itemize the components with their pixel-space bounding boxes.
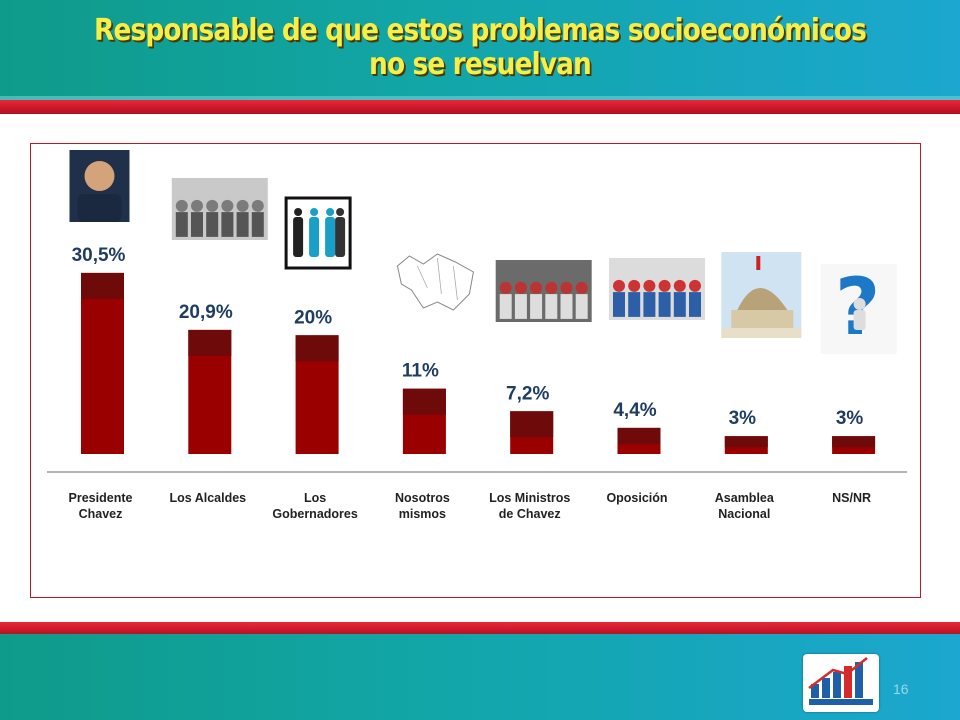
- bar-top-4: [402, 388, 446, 415]
- header-highlight: [0, 96, 960, 101]
- tick-label-1-line-2: Chavez: [79, 507, 123, 521]
- page-number: 16: [893, 681, 909, 697]
- category-image-people-silhouettes-icon: [284, 196, 352, 270]
- category-image-capitol-dome-photo: [721, 252, 802, 338]
- tick-label-2: Los Alcaldes: [169, 491, 246, 505]
- header-stripe: [0, 100, 960, 114]
- data-label-1: 30,5%: [72, 245, 126, 266]
- bar-top-1: [81, 272, 124, 299]
- chart-frame: 30,5% Presidente Chavez 20,9% Los Alcaldes 20…: [30, 143, 921, 598]
- tick-label-4-line-2: mismos: [399, 507, 446, 521]
- tick-label-8: NS/NR: [832, 491, 871, 505]
- bar-1: [81, 272, 124, 454]
- bar-chart: 30,5% Presidente Chavez 20,9% Los Alcaldes 20…: [47, 150, 907, 521]
- bar-top-3: [295, 335, 339, 362]
- tick-label-1-line-1: Presidente: [69, 491, 133, 505]
- category-image-cabinet-meeting-photo: [495, 260, 592, 322]
- header-band: [0, 0, 960, 104]
- bar-top-5: [510, 411, 554, 438]
- tick-label-6: Oposición: [606, 491, 667, 505]
- data-label-6: 4,4%: [613, 400, 656, 421]
- data-label-7: 3%: [729, 408, 757, 429]
- data-label-8: 3%: [836, 408, 864, 429]
- data-label-3: 20%: [294, 307, 332, 328]
- footer-stripe: [0, 622, 960, 636]
- title-line-1: Responsable de que estos problemas socio…: [94, 13, 867, 48]
- slide-title: Responsable de que estos problemas socio…: [75, 14, 885, 82]
- category-image-question-mark-figure-icon: ?: [820, 263, 897, 354]
- logo-graphic-icon: [808, 657, 873, 705]
- data-label-5: 7,2%: [506, 383, 549, 404]
- tick-label-5-line-2: de Chavez: [499, 507, 561, 521]
- bar-top-7: [724, 436, 768, 448]
- category-image-venezuela-map-outline: [396, 253, 474, 311]
- tick-label-5-line-1: Los Ministros: [489, 491, 570, 505]
- tick-label-3-line-1: Los: [304, 491, 326, 505]
- tick-label-7-line-2: Nacional: [718, 507, 770, 521]
- tick-label-3-line-2: Gobernadores: [272, 507, 357, 521]
- data-label-4: 11%: [402, 361, 439, 382]
- category-image-politicians-raised-hands-photo: [609, 258, 705, 320]
- bar-top-6: [617, 427, 661, 445]
- footer-band: [0, 634, 960, 720]
- bar-top-2: [188, 329, 232, 356]
- company-logo: [803, 654, 879, 712]
- title-line-2: no se resuelvan: [369, 47, 592, 82]
- bar-top-8: [832, 436, 876, 448]
- tick-label-4-line-1: Nosotros: [395, 491, 450, 505]
- data-label-2: 20,9%: [179, 302, 233, 323]
- tick-label-7-line-1: Asamblea: [715, 491, 775, 505]
- category-image-meeting-photo: [171, 178, 268, 240]
- category-image-portrait-photo: [69, 150, 130, 222]
